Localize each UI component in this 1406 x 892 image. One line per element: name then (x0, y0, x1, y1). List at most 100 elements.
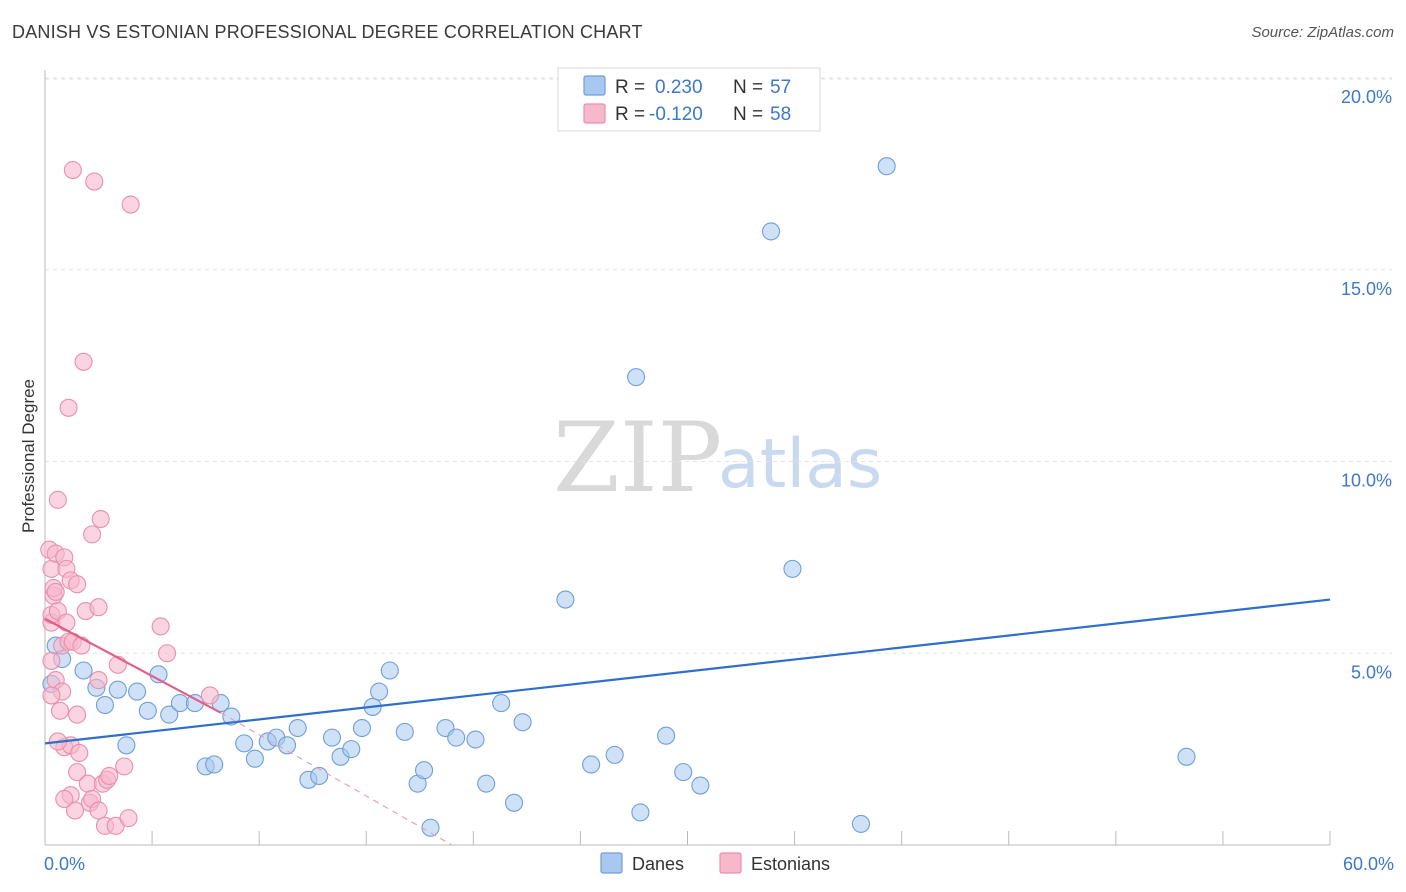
watermark-atlas: atlas (718, 425, 882, 504)
danes-r-label: R = (615, 77, 645, 98)
danes-point (556, 590, 575, 609)
estonians-point (89, 671, 108, 690)
danes-point (783, 559, 802, 578)
danes-point (674, 763, 693, 782)
estonians-point (121, 195, 140, 214)
danes-point (352, 718, 372, 738)
danes-trend-line (44, 598, 1331, 745)
danes-legend-swatch (600, 852, 623, 874)
danes-point (108, 680, 127, 699)
danes-point (447, 728, 466, 747)
stats-legend: R = 0.230 N = 57 R = -0.120 N = 58 (557, 67, 821, 132)
estonians-point (89, 801, 108, 820)
danes-point (877, 157, 896, 176)
danes-point (761, 222, 781, 241)
estonians-point (57, 613, 76, 632)
danes-swatch (583, 75, 606, 96)
series-legend: Danes Estonians (600, 852, 830, 874)
danes-point (380, 661, 399, 680)
estonians-trend-extension (220, 712, 453, 846)
x-tick-label-0: 0.0% (44, 854, 85, 874)
danes-point (513, 713, 532, 732)
danes-point (95, 695, 115, 715)
danes-point (605, 745, 624, 764)
trend-lines (44, 598, 1331, 846)
estonians-r-value: -0.120 (649, 104, 703, 125)
danes-point (342, 740, 361, 759)
estonians-legend-label: Estonians (751, 854, 830, 874)
estonians-point (119, 809, 138, 828)
estonians-point (89, 598, 108, 617)
estonians-n-value: 58 (770, 104, 791, 125)
tick-labels: 5.0% 10.0% 15.0% 20.0% 0.0% 60.0% (44, 87, 1394, 874)
danes-point (504, 793, 524, 812)
estonians-point (74, 352, 93, 371)
chart-title: DANISH VS ESTONIAN PROFESSIONAL DEGREE C… (12, 22, 643, 42)
danes-point (277, 736, 297, 755)
estonians-legend-swatch (719, 852, 742, 874)
estonians-point (68, 575, 87, 594)
estonians-point (46, 582, 65, 601)
danes-point (477, 774, 496, 793)
estonians-point (83, 525, 102, 544)
estonians-point (158, 644, 177, 663)
estonians-point (59, 398, 78, 417)
danes-point (492, 694, 511, 713)
danes-point (117, 736, 136, 755)
estonians-point (115, 757, 134, 776)
danes-point (627, 368, 646, 387)
danes-point (631, 803, 650, 822)
estonians-point (50, 701, 70, 720)
danes-point (310, 766, 329, 786)
estonians-point (151, 617, 170, 636)
axes (44, 70, 1331, 846)
danes-point (691, 776, 710, 795)
estonians-point (42, 686, 61, 705)
danes-point (235, 734, 254, 753)
danes-point (370, 682, 389, 701)
y-tick-label-3: 20.0% (1341, 87, 1392, 107)
danes-n-value: 57 (770, 77, 791, 98)
danes-point (74, 661, 93, 680)
danes-point (128, 682, 147, 701)
danes-legend-label: Danes (632, 854, 684, 874)
y-tick-label-1: 10.0% (1341, 471, 1392, 491)
y-tick-label-0: 5.0% (1351, 662, 1392, 682)
danes-point (395, 722, 414, 741)
estonians-point (85, 172, 104, 191)
danes-point (1177, 747, 1196, 766)
danes-point (245, 749, 264, 768)
estonians-n-label: N = (733, 104, 763, 125)
danes-point (421, 818, 440, 837)
estonians-points (40, 160, 219, 835)
estonians-trend-line (44, 617, 222, 714)
estonians-point (42, 651, 61, 670)
danes-point (288, 718, 307, 738)
estonians-point (72, 636, 91, 655)
danes-r-value: 0.230 (655, 77, 703, 98)
x-tick-label-1: 60.0% (1343, 854, 1394, 874)
danes-point (160, 705, 179, 724)
estonians-point (68, 763, 87, 782)
estonians-r-label: R = (615, 104, 645, 125)
estonians-point (100, 766, 119, 786)
danes-point (657, 726, 676, 745)
chart-source: Source: ZipAtlas.com (1251, 24, 1394, 41)
estonians-point (63, 160, 82, 180)
y-tick-label-2: 15.0% (1341, 279, 1392, 299)
watermark-zip: ZIP (553, 402, 722, 514)
estonians-point (91, 509, 110, 529)
estonians-point (55, 789, 74, 809)
estonians-point (65, 801, 85, 820)
y-axis-label: Professional Degree (19, 379, 38, 533)
danes-point (466, 730, 485, 749)
estonians-point (70, 743, 89, 763)
danes-point (582, 755, 601, 774)
estonians-point (68, 705, 87, 724)
danes-point (205, 755, 224, 774)
estonians-swatch (583, 103, 606, 124)
danes-point (322, 728, 342, 747)
danes-n-label: N = (733, 77, 763, 98)
danes-point (138, 701, 157, 720)
